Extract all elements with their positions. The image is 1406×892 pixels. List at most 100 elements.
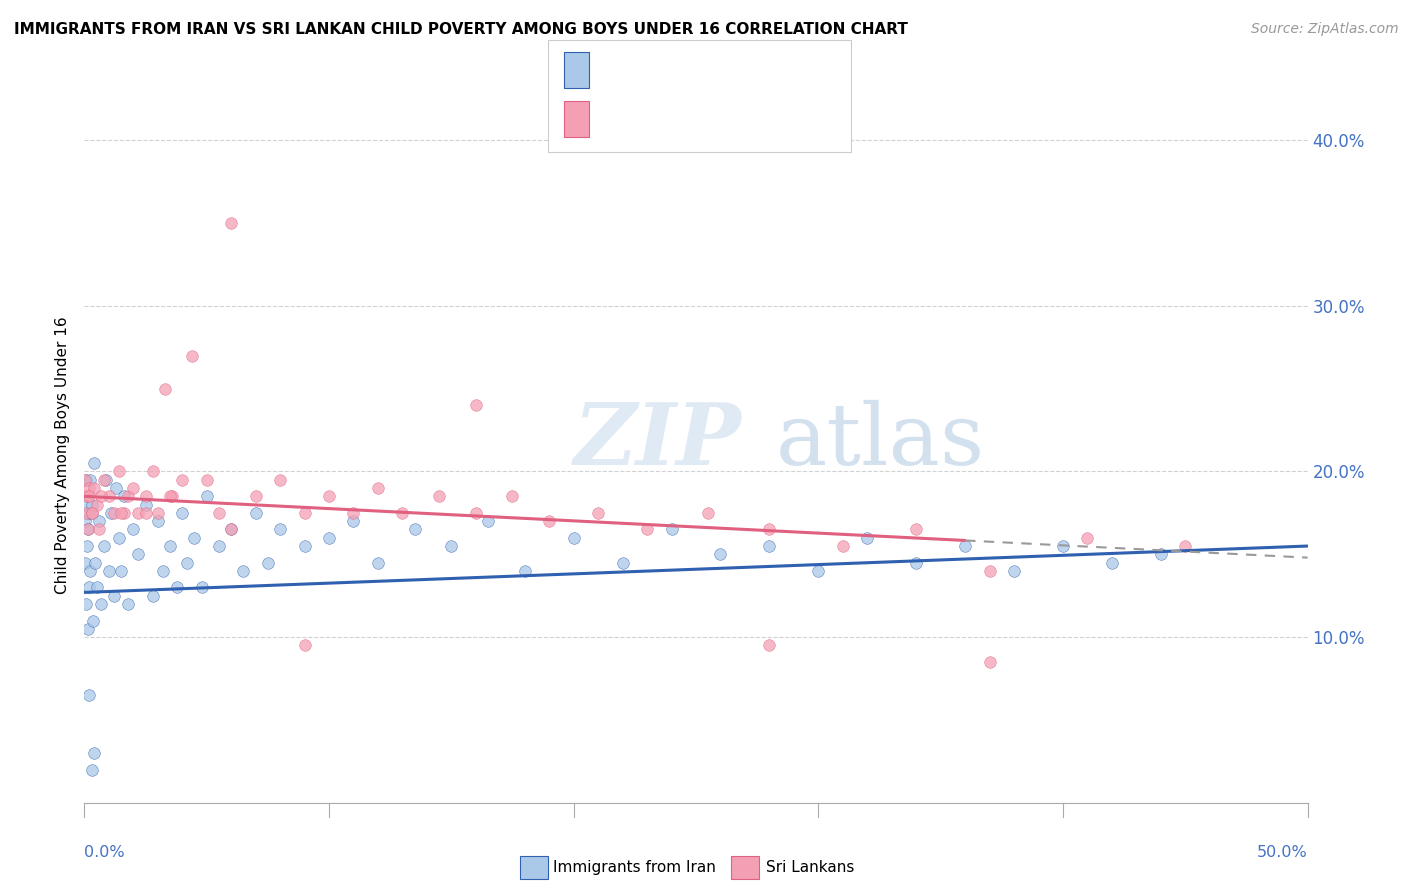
Text: Sri Lankans: Sri Lankans xyxy=(766,860,855,874)
Point xyxy=(75,473,97,487)
Point xyxy=(73,473,96,487)
Point xyxy=(75,597,97,611)
Point xyxy=(367,556,389,570)
Point xyxy=(100,506,122,520)
Point xyxy=(191,581,214,595)
Point xyxy=(464,506,486,520)
Text: R = -0.091   N = 58: R = -0.091 N = 58 xyxy=(598,110,769,128)
Point xyxy=(75,514,97,528)
Point xyxy=(758,539,780,553)
Point xyxy=(979,564,1001,578)
Point xyxy=(513,564,536,578)
Point xyxy=(117,597,139,611)
Point xyxy=(195,489,218,503)
Point xyxy=(538,514,561,528)
Point xyxy=(661,523,683,537)
Point xyxy=(367,481,389,495)
Point xyxy=(404,523,426,537)
Point xyxy=(77,581,100,595)
Point xyxy=(427,489,450,503)
Point xyxy=(562,531,585,545)
Point xyxy=(709,547,731,561)
Point xyxy=(1101,556,1123,570)
Point xyxy=(1076,531,1098,545)
Point xyxy=(831,539,853,553)
Point xyxy=(122,481,145,495)
Point xyxy=(80,763,103,777)
Point xyxy=(112,506,135,520)
Point xyxy=(219,523,242,537)
Point xyxy=(122,523,145,537)
Text: atlas: atlas xyxy=(776,400,984,483)
Point xyxy=(77,523,100,537)
Text: IMMIGRANTS FROM IRAN VS SRI LANKAN CHILD POVERTY AMONG BOYS UNDER 16 CORRELATION: IMMIGRANTS FROM IRAN VS SRI LANKAN CHILD… xyxy=(14,22,908,37)
Point xyxy=(79,564,101,578)
Point xyxy=(162,489,184,503)
Point xyxy=(87,514,110,528)
Point xyxy=(135,489,157,503)
Point xyxy=(84,556,107,570)
Point xyxy=(97,489,120,503)
Text: ZIP: ZIP xyxy=(574,400,741,483)
Point xyxy=(75,506,97,520)
Point xyxy=(953,539,976,553)
Point xyxy=(905,556,928,570)
Point xyxy=(103,506,125,520)
Point xyxy=(294,539,316,553)
Point xyxy=(464,398,486,412)
Point xyxy=(83,456,105,470)
Point xyxy=(612,556,634,570)
Point xyxy=(159,539,181,553)
Point xyxy=(153,382,176,396)
Y-axis label: Child Poverty Among Boys Under 16: Child Poverty Among Boys Under 16 xyxy=(55,316,70,594)
Point xyxy=(110,564,132,578)
Point xyxy=(103,589,125,603)
Point xyxy=(219,216,242,230)
Point xyxy=(83,481,105,495)
Point xyxy=(318,489,340,503)
Point xyxy=(107,465,129,479)
Point xyxy=(77,481,100,495)
Point xyxy=(697,506,720,520)
Point xyxy=(76,498,98,512)
Point xyxy=(112,489,135,503)
Text: R =  0.078   N = 72: R = 0.078 N = 72 xyxy=(598,58,768,76)
Point xyxy=(807,564,830,578)
Point xyxy=(181,349,204,363)
Point xyxy=(342,514,364,528)
Point xyxy=(77,688,100,702)
Point xyxy=(586,506,609,520)
Point xyxy=(107,531,129,545)
Point xyxy=(342,506,364,520)
Point xyxy=(195,473,218,487)
Point xyxy=(79,473,101,487)
Point xyxy=(176,556,198,570)
Point xyxy=(219,523,242,537)
Point xyxy=(135,506,157,520)
Point xyxy=(294,639,316,653)
Text: 50.0%: 50.0% xyxy=(1257,845,1308,860)
Point xyxy=(117,489,139,503)
Point xyxy=(135,498,157,512)
Point xyxy=(172,506,194,520)
Point xyxy=(83,746,105,760)
Point xyxy=(80,498,103,512)
Point xyxy=(183,531,205,545)
Point xyxy=(73,556,96,570)
Point xyxy=(76,539,98,553)
Point xyxy=(76,622,98,636)
Point xyxy=(1174,539,1197,553)
Point xyxy=(87,523,110,537)
Point xyxy=(391,506,413,520)
Point xyxy=(477,514,499,528)
Point xyxy=(93,539,115,553)
Point xyxy=(232,564,254,578)
Point xyxy=(142,465,165,479)
Point xyxy=(93,473,115,487)
Point xyxy=(97,564,120,578)
Point xyxy=(146,514,169,528)
Point xyxy=(105,481,128,495)
Point xyxy=(86,498,108,512)
Point xyxy=(80,506,103,520)
Point xyxy=(208,539,231,553)
